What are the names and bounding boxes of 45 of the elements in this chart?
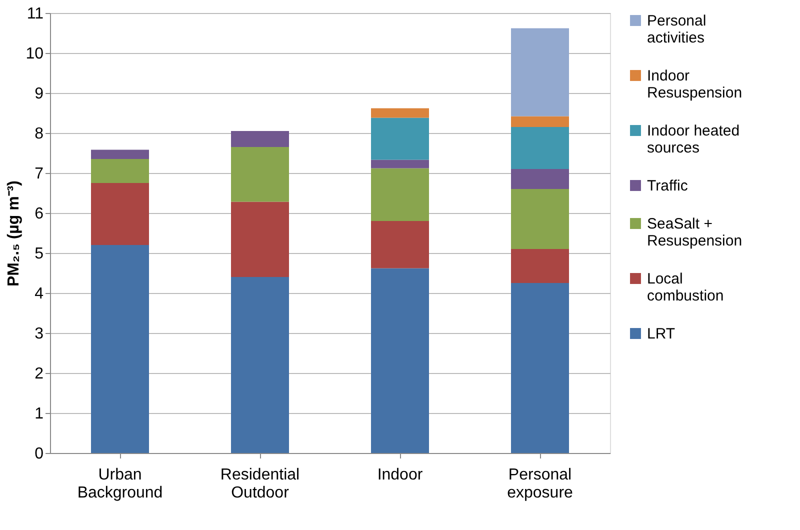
bar — [231, 202, 289, 277]
bar — [511, 189, 569, 249]
bar — [371, 118, 429, 160]
y-tick-label: 6 — [34, 206, 44, 222]
legend-label: LRT — [647, 326, 676, 342]
y-tick-label: 1 — [34, 406, 44, 422]
y-tick-label: 3 — [34, 326, 44, 342]
bar — [371, 160, 429, 168]
bar — [511, 28, 569, 116]
y-tick-label: 9 — [34, 86, 44, 102]
bar — [91, 183, 149, 245]
legend-label: SeaSalt + Resuspension — [647, 216, 742, 250]
x-tick-label: Urban Background — [77, 466, 163, 502]
y-tick-label: 10 — [26, 46, 44, 62]
bar — [511, 249, 569, 283]
y-tick-label: 4 — [34, 286, 44, 302]
bar — [371, 108, 429, 118]
x-tick-label: Personal exposure — [507, 466, 574, 502]
y-tick-label: 0 — [34, 446, 44, 462]
legend-label: Indoor heated sources — [647, 122, 740, 156]
bar — [91, 159, 149, 183]
y-tick-label: 5 — [34, 246, 44, 262]
y-tick-label: 11 — [26, 6, 44, 22]
y-tick-label: 8 — [34, 126, 44, 142]
bar — [371, 168, 429, 221]
legend-label: Local combustion — [647, 270, 724, 304]
bar — [231, 131, 289, 147]
y-tick-label: 2 — [34, 366, 44, 382]
bar — [91, 245, 149, 453]
bar — [91, 150, 149, 159]
bar — [511, 127, 569, 169]
bar — [371, 221, 429, 268]
bar — [231, 147, 289, 202]
x-tick-label: Indoor — [377, 466, 424, 484]
y-tick-label: 7 — [34, 166, 44, 182]
legend-label: Indoor Resuspension — [647, 68, 742, 102]
bar — [511, 116, 569, 127]
bar — [511, 283, 569, 453]
y-axis-title: PM₂.₅ (µg m⁻³) — [6, 180, 23, 286]
x-tick-label: Residential Outdoor — [220, 466, 300, 502]
bar — [231, 277, 289, 453]
bar — [511, 169, 569, 189]
bar — [371, 268, 429, 453]
legend-label: Traffic — [647, 178, 688, 194]
legend-label: Personal activities — [647, 12, 706, 46]
